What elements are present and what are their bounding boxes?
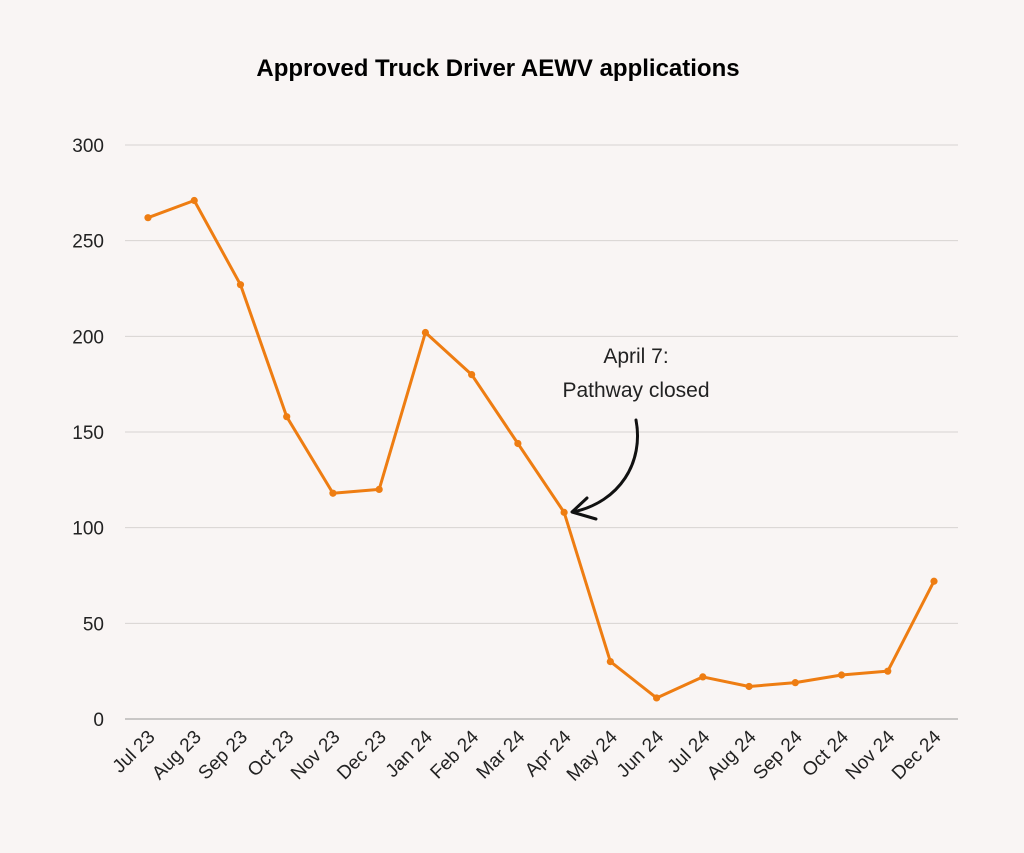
data-point [144, 214, 152, 222]
x-tick-label: Dec 24 [888, 726, 946, 784]
x-tick-label: Jun 24 [613, 726, 668, 781]
y-tick-label: 50 [83, 614, 104, 635]
y-tick-label: 200 [72, 327, 104, 348]
y-tick-label: 100 [72, 519, 104, 540]
data-point [745, 682, 753, 691]
annotation-line-2: Pathway closed [562, 379, 709, 402]
data-point [190, 196, 198, 205]
gridlines [125, 144, 958, 720]
annotation-line-1: April 7: [603, 345, 668, 368]
data-point [884, 667, 892, 675]
x-tick-label: Jan 24 [382, 726, 437, 781]
data-point [652, 694, 661, 702]
x-tick-label: Mar 24 [473, 726, 530, 783]
x-tick-label: Nov 24 [842, 726, 900, 784]
annotation-arrow [571, 418, 639, 514]
y-tick-label: 250 [72, 232, 104, 253]
y-tick-label: 300 [72, 136, 104, 157]
series-line [146, 198, 936, 700]
data-point [329, 489, 337, 497]
data-point [514, 439, 522, 448]
data-point [930, 577, 938, 585]
x-tick-label: Sep 23 [195, 727, 252, 784]
series-layer [144, 196, 938, 702]
data-point [791, 679, 799, 687]
annotation-arrowhead [570, 496, 598, 521]
annotation: April 7: Pathway closed [562, 345, 710, 521]
y-tick-label: 150 [72, 423, 104, 444]
data-point [283, 413, 291, 421]
x-tick-label: Feb 24 [427, 726, 484, 783]
x-tick-label: May 24 [563, 726, 622, 785]
x-tick-label: Dec 23 [333, 727, 390, 784]
x-tick-label: Aug 24 [703, 726, 761, 784]
data-point [375, 485, 383, 493]
y-axis-ticks: 0 50 100 150 200 250 300 [72, 136, 104, 731]
data-point [468, 371, 476, 379]
data-point [837, 671, 846, 679]
chart-title: Approved Truck Driver AEWV applications [256, 55, 739, 82]
data-point [699, 673, 707, 681]
x-tick-label: Nov 23 [287, 727, 344, 784]
data-point [421, 328, 430, 337]
data-point [236, 281, 245, 289]
data-point [560, 508, 568, 516]
y-tick-label: 0 [93, 710, 104, 731]
x-tick-label: Aug 23 [148, 727, 205, 784]
data-point [606, 658, 614, 666]
x-tick-label: Sep 24 [749, 726, 807, 784]
